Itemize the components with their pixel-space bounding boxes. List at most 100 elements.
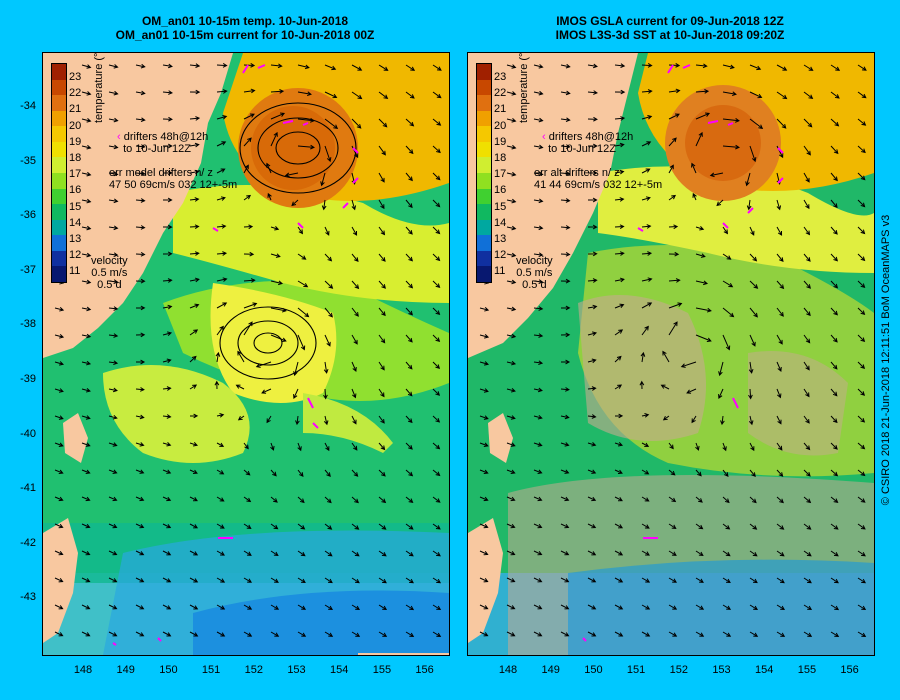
current-vector [479,550,489,556]
current-vector [830,172,838,182]
current-vector [749,631,759,637]
current-vector [378,523,387,530]
current-vector [189,355,197,363]
current-vector [162,304,173,310]
current-vector [243,550,252,556]
current-vector [266,415,272,424]
current-vector [830,442,838,450]
right-err-line1: err alt drifters n/ z [534,167,620,179]
current-vector [320,172,326,187]
current-vector [776,253,784,263]
longitude-tick-label: 154 [755,664,774,676]
current-vector [533,64,544,69]
current-vector [270,63,283,69]
current-vector [216,168,226,174]
current-vector [216,114,228,120]
current-vector [614,303,625,309]
current-vector [641,496,650,502]
latitude-tick-label: -43 [20,591,36,604]
colorbar-segment [477,235,491,251]
current-vector [614,550,624,556]
current-vector [243,224,254,230]
current-vector [803,334,811,344]
current-vector [54,469,64,475]
current-vector [587,331,598,336]
current-vector [587,523,597,529]
current-vector [216,604,226,610]
current-vector [722,577,731,584]
current-vector [216,523,225,529]
current-vector [189,384,198,390]
current-vector [614,329,624,336]
current-vector [351,604,361,611]
latitude-tick-label: -39 [20,373,36,385]
current-vector [830,415,838,424]
current-vector [324,577,333,584]
current-vector [641,63,653,68]
current-vector [857,145,866,154]
current-vector [189,63,201,68]
current-vector [533,550,543,556]
current-vector [749,577,758,584]
current-vector [718,388,724,400]
current-vector [803,577,812,584]
current-vector [189,469,198,474]
current-vector [587,63,598,69]
current-vector [857,64,867,71]
current-vector [506,523,516,529]
current-vector [692,192,697,201]
current-vector [405,199,413,209]
current-vector [614,197,625,202]
current-vector [378,361,385,371]
current-vector [108,496,118,502]
current-vector [216,224,227,229]
current-vector [668,442,674,450]
current-vector [641,442,650,447]
current-vector [722,334,731,351]
current-vector [506,577,516,583]
current-vector [587,170,598,176]
current-vector [351,91,363,100]
current-vector [432,226,441,235]
current-vector [749,226,755,236]
current-vector [560,63,571,69]
current-vector [378,118,388,128]
current-vector [162,116,173,122]
colorbar-tick-label: 13 [494,233,507,245]
colorbar-tick-label: 14 [69,216,82,229]
current-vector [533,631,543,637]
right-err-line2: 41 44 69cm/s 032 12+-5m [534,179,663,191]
current-vector [533,523,543,529]
current-vector [54,306,65,312]
current-vector [270,226,280,231]
colorbar-segment [52,110,66,127]
current-vector [560,278,571,284]
current-vector [776,604,786,611]
current-vector [830,307,838,316]
current-vector [506,306,517,312]
colorbar-tick-label: 22 [69,87,82,100]
current-vector [135,117,146,123]
current-vector [587,441,597,447]
current-vector [351,145,359,159]
current-vector [668,550,677,556]
current-vector [560,550,570,556]
current-vector [135,496,145,502]
current-vector [270,253,281,258]
current-vector [135,550,145,556]
current-vector [749,91,763,99]
current-vector [722,144,740,150]
current-vector [189,577,199,583]
current-vector [560,359,571,365]
current-vector [533,252,544,258]
current-vector [614,469,623,474]
current-vector [479,469,489,475]
current-vector [297,91,312,97]
current-vector [533,306,544,311]
right-drifter-tracks [582,64,784,642]
current-vector [405,496,414,503]
current-vector [587,251,598,257]
current-vector [108,306,119,311]
current-vector [479,577,489,583]
current-vector [722,523,731,530]
